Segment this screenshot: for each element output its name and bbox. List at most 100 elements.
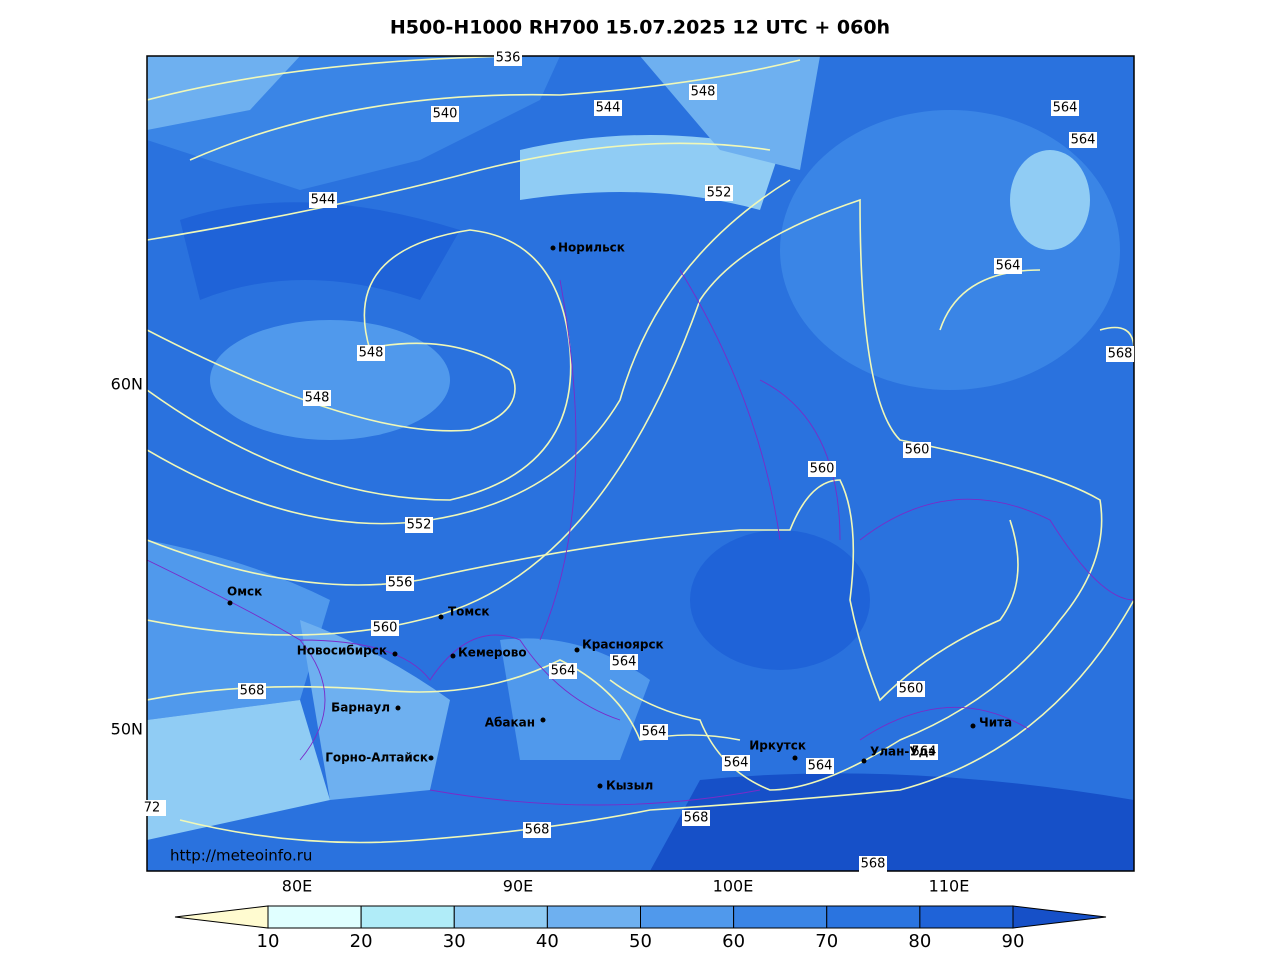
- contour-label-bg: [682, 810, 710, 826]
- colorbar-tick: 70: [815, 931, 838, 952]
- contour-label: 556: [388, 576, 413, 591]
- colorbar-extend: [174, 905, 269, 929]
- contour-label-bg: [494, 50, 522, 66]
- contour-label-bg: [431, 106, 459, 122]
- colorbar-box: [733, 905, 828, 929]
- contour-label: 568: [525, 823, 550, 838]
- colorbar-tick: 10: [257, 931, 280, 952]
- city-label: Красноярск: [582, 638, 664, 652]
- city-label: Омск: [227, 585, 262, 599]
- city-dot: [970, 723, 976, 729]
- contour-label: 552: [407, 518, 432, 533]
- contour-label: 540: [433, 107, 458, 122]
- contour-label-bg: [640, 724, 668, 740]
- contour-label: 564: [724, 756, 749, 771]
- contour-label-bg: [897, 681, 925, 697]
- contour-label: 564: [808, 759, 833, 774]
- contour-label-bg: [994, 258, 1022, 274]
- lat-label: 50N: [111, 720, 143, 739]
- contour-label: 560: [899, 682, 924, 697]
- contour-label: 564: [996, 259, 1021, 274]
- contour-label: 72: [144, 801, 161, 816]
- source: http://meteoinfo.ru: [170, 847, 312, 865]
- city-dot: [861, 758, 867, 764]
- contour-label-bg: [371, 620, 399, 636]
- city-dot: [428, 755, 434, 761]
- contour-label: 564: [1053, 101, 1078, 116]
- colorbar-tick: 50: [629, 931, 652, 952]
- contour-label: 564: [551, 664, 576, 679]
- colorbar-box: [546, 905, 641, 929]
- lon-label: 110E: [929, 877, 970, 896]
- city-dot: [574, 647, 580, 653]
- colorbar-box: [640, 905, 735, 929]
- lon-label: 100E: [713, 877, 754, 896]
- contour-label-bg: [910, 744, 938, 760]
- city-dot: [227, 600, 233, 606]
- city-label: Томск: [448, 605, 490, 619]
- contour-label-bg: [594, 100, 622, 116]
- contour-label-bg: [808, 461, 836, 477]
- city-label: Горно-Алтайск: [325, 751, 428, 765]
- contour-label-bg: [238, 683, 266, 699]
- city-dot: [597, 783, 603, 789]
- colorbar-tick: 20: [350, 931, 373, 952]
- city-dot: [450, 653, 456, 659]
- contour-label-bg: [689, 84, 717, 100]
- contour-label: 564: [612, 655, 637, 670]
- contour-label: 548: [691, 85, 716, 100]
- contour-label: 536: [496, 51, 521, 66]
- city-label: Новосибирск: [297, 644, 387, 658]
- map: [147, 56, 1134, 871]
- contour-label-bg: [705, 185, 733, 201]
- map-frame: [146, 55, 1135, 872]
- contour-label: 568: [240, 684, 265, 699]
- contour-label-bg: [386, 575, 414, 591]
- contour-label-bg: [309, 192, 337, 208]
- city-label: Барнаул: [331, 701, 390, 715]
- colorbar-box: [267, 905, 362, 929]
- colorbar-tick: 80: [908, 931, 931, 952]
- city-label: Кызыл: [606, 779, 653, 793]
- colorbar-box: [826, 905, 921, 929]
- contour-label: 564: [642, 725, 667, 740]
- contour-label-bg: [610, 654, 638, 670]
- colorbar-extend: [1012, 905, 1107, 929]
- contour-label: 560: [810, 462, 835, 477]
- contour-label: 552: [707, 186, 732, 201]
- city-label: Чита: [979, 716, 1012, 730]
- contour-label: 568: [684, 811, 709, 826]
- contour-label-bg: [1069, 132, 1097, 148]
- city-dot: [550, 245, 556, 251]
- contour-label: 544: [311, 193, 336, 208]
- city-label: Норильск: [558, 241, 625, 255]
- contour-label: 548: [305, 391, 330, 406]
- contour-label: 568: [1108, 347, 1133, 362]
- contour-label-bg: [549, 663, 577, 679]
- contour-label-bg: [405, 517, 433, 533]
- city-dot: [395, 705, 401, 711]
- contour-label: 568: [861, 857, 886, 872]
- contour-label: 564: [912, 745, 937, 760]
- city-label: Улан-Удэ: [870, 745, 935, 759]
- contour-label: 564: [1071, 133, 1096, 148]
- colorbar-box: [919, 905, 1014, 929]
- colorbar-box: [360, 905, 455, 929]
- contour-label: 544: [596, 101, 621, 116]
- contour-label-bg: [859, 856, 887, 872]
- city-dot: [792, 755, 798, 761]
- lon-label: 90E: [503, 877, 533, 896]
- contour-label-bg: [722, 755, 750, 771]
- contour-label-bg: [1106, 346, 1134, 362]
- colorbar-tick: 90: [1002, 931, 1025, 952]
- contour-label-bg: [303, 390, 331, 406]
- contour-label-bg: [903, 442, 931, 458]
- city-dot: [540, 717, 546, 723]
- lat-label: 60N: [111, 375, 143, 394]
- contour-label: 560: [373, 621, 398, 636]
- contour-label-bg: [138, 800, 166, 816]
- colorbar-tick: 60: [722, 931, 745, 952]
- city-label: Абакан: [485, 716, 535, 730]
- contour-label-bg: [806, 758, 834, 774]
